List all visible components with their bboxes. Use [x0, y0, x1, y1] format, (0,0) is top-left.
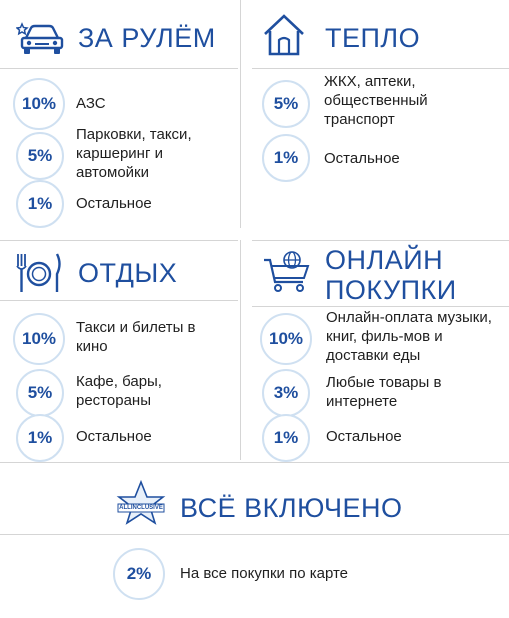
- section-warmth: ТЕПЛО 5% ЖКХ, аптеки, общественный транс…: [250, 0, 509, 230]
- section-title: ТЕПЛО: [325, 23, 421, 53]
- percent-badge: 5%: [16, 369, 64, 417]
- divider: [0, 68, 238, 69]
- section-driving: ЗА РУЛЁМ 10% АЗС 5% Парковки, такси, кар…: [0, 0, 240, 230]
- divider: [0, 300, 238, 301]
- divider: [0, 462, 509, 463]
- section-title-line2: ПОКУПКИ: [325, 275, 457, 305]
- item-label: Кафе, бары, рестораны: [76, 373, 162, 409]
- item-label: Остальное: [76, 195, 152, 212]
- divider: [0, 240, 238, 241]
- item-label: АЗС: [76, 95, 106, 112]
- item-label: Парковки, такси, каршеринг и автомойки: [76, 126, 192, 181]
- divider: [0, 534, 509, 535]
- car-icon: [15, 10, 64, 58]
- section-leisure: ОТДЫХ 10% Такси и билеты в кино 5% Кафе,…: [0, 240, 240, 462]
- item-label: Такси и билеты в кино: [76, 319, 196, 355]
- section-all-inclusive: ALLINCLUSIVE ВСЁ ВКЛЮЧЕНО 2% На все поку…: [0, 462, 509, 618]
- plate-cutlery-icon: [14, 250, 64, 296]
- section-title: ВСЁ ВКЛЮЧЕНО: [180, 493, 403, 523]
- item-label: Остальное: [76, 428, 152, 445]
- item-label: ЖКХ, аптеки, общественный транспорт: [324, 73, 428, 128]
- item-label: На все покупки по карте: [180, 565, 349, 582]
- item-label: Остальное: [324, 150, 400, 167]
- shopping-cart-globe-icon: [262, 248, 312, 296]
- section-title: ЗА РУЛЁМ: [78, 23, 216, 53]
- percent-badge: 5%: [16, 132, 64, 180]
- percent-badge: 1%: [16, 414, 64, 462]
- divider: [252, 240, 509, 241]
- badge-text: ALLINCLUSIVE: [119, 505, 163, 511]
- percent-badge: 10%: [13, 313, 65, 365]
- divider: [252, 306, 509, 307]
- percent-badge: 5%: [262, 80, 310, 128]
- column-divider: [240, 0, 241, 228]
- percent-badge: 10%: [260, 313, 312, 365]
- item-label: Остальное: [326, 428, 402, 445]
- item-label: Любые товары в интернете: [326, 374, 442, 410]
- divider: [252, 68, 509, 69]
- percent-badge: 2%: [113, 548, 165, 600]
- percent-badge: 1%: [16, 180, 64, 228]
- house-icon: [262, 12, 306, 58]
- percent-badge: 1%: [262, 134, 310, 182]
- column-divider: [240, 240, 241, 460]
- item-label: Онлайн-оплата музыки, книг, филь-мов и д…: [326, 309, 492, 364]
- section-online: ОНЛАЙН ПОКУПКИ 10% Онлайн-оплата музыки,…: [250, 240, 509, 462]
- section-title-line1: ОНЛАЙН: [325, 245, 444, 275]
- percent-badge: 10%: [13, 78, 65, 130]
- star-badge-icon: ALLINCLUSIVE: [116, 479, 166, 530]
- section-title: ОТДЫХ: [78, 258, 178, 288]
- percent-badge: 3%: [262, 369, 310, 417]
- percent-badge: 1%: [262, 414, 310, 462]
